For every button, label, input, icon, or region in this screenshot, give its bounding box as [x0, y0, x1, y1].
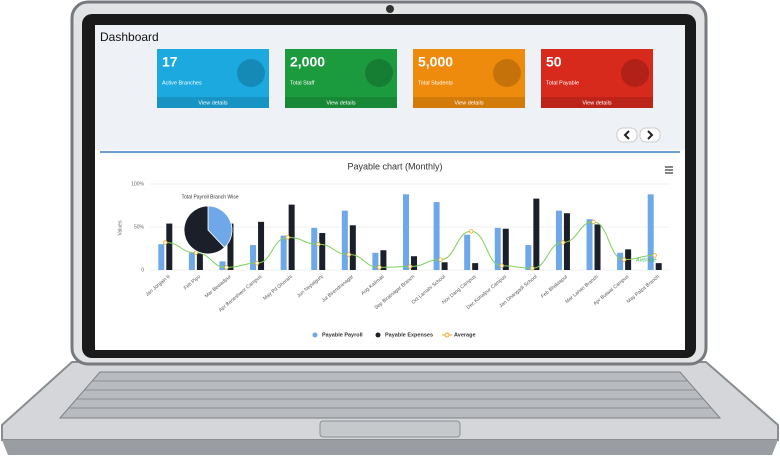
prev-icon	[623, 130, 630, 140]
card-value: 17	[162, 54, 178, 70]
line-marker	[560, 240, 566, 245]
line-marker	[591, 219, 596, 225]
card[interactable]	[413, 49, 525, 108]
legend-label: Payable Expenses	[385, 332, 433, 338]
card-link[interactable]: View details	[326, 100, 355, 106]
bar	[433, 202, 440, 270]
card-footer	[413, 97, 525, 108]
legend-marker	[444, 332, 450, 338]
bar	[494, 227, 501, 270]
bar	[617, 252, 624, 270]
card-value: 50	[546, 54, 562, 70]
next-button[interactable]	[639, 127, 661, 143]
bar	[594, 224, 601, 270]
bar	[219, 261, 226, 270]
card-footer	[285, 97, 397, 108]
bar	[227, 223, 234, 270]
card-label: Active Branches	[162, 80, 202, 86]
bar	[586, 219, 593, 270]
card[interactable]	[157, 49, 269, 108]
laptop-edge	[2, 440, 778, 455]
legend-label: Average	[454, 332, 476, 338]
bar	[372, 252, 379, 270]
key-rows	[69, 380, 711, 409]
keyboard	[58, 371, 722, 419]
card-footer	[157, 97, 269, 108]
y-tick-label: 0	[141, 267, 144, 273]
bar	[525, 245, 532, 270]
bar	[403, 194, 409, 270]
bar	[258, 221, 265, 270]
card-footer	[541, 97, 653, 108]
legend-label: Payable Payroll	[322, 332, 363, 338]
card-icon	[237, 59, 265, 87]
next-icon	[647, 130, 654, 140]
bar	[655, 263, 662, 270]
bar	[647, 194, 654, 270]
line-marker	[346, 252, 352, 257]
line-marker	[254, 260, 260, 266]
y-axis-title: Values	[117, 220, 123, 235]
dashboard-title: Dashboard	[100, 30, 159, 44]
bar	[380, 250, 387, 270]
card-icon	[365, 59, 393, 87]
card-link[interactable]: View details	[198, 100, 227, 106]
pie-slice	[183, 205, 225, 255]
y-tick-label: 100%	[131, 181, 144, 187]
bar	[349, 225, 356, 270]
card[interactable]	[541, 49, 653, 108]
line-marker	[468, 229, 474, 234]
pie-slice	[207, 205, 233, 249]
line-marker	[316, 241, 321, 247]
line-marker	[438, 257, 443, 262]
bar	[533, 198, 540, 270]
chart-title: Payable chart (Monthly)	[347, 161, 442, 171]
line-marker	[530, 266, 535, 271]
line-marker	[499, 263, 504, 268]
card-label: Total Students	[418, 80, 453, 86]
card-label: Total Payable	[546, 80, 579, 86]
bar	[555, 210, 562, 270]
line-marker	[407, 264, 413, 269]
line-marker	[224, 265, 229, 270]
bar	[341, 210, 348, 270]
card-label: Total Staff	[290, 80, 315, 86]
bar	[502, 228, 509, 270]
legend-marker	[375, 332, 381, 338]
y-tick-label: 50%	[134, 224, 145, 230]
bar	[464, 234, 471, 270]
bar	[319, 233, 326, 270]
bar	[166, 223, 173, 270]
cards: 17 Active Branches View details 2,000 Total …	[157, 49, 653, 108]
line-marker	[163, 240, 168, 245]
card-link[interactable]: View details	[454, 100, 483, 106]
menu-icon[interactable]	[665, 166, 673, 174]
card-icon	[621, 59, 649, 87]
bar	[250, 245, 257, 270]
bar	[311, 227, 318, 270]
prev-button[interactable]	[616, 127, 638, 143]
card[interactable]	[285, 49, 397, 108]
bar	[472, 263, 479, 270]
line-marker	[285, 235, 290, 240]
card-value: 5,000	[418, 54, 453, 70]
bar	[411, 256, 417, 270]
camera	[386, 5, 394, 13]
legend-marker	[312, 332, 318, 338]
bar	[196, 252, 203, 270]
bar	[441, 262, 448, 270]
card-value: 2,000	[290, 54, 325, 70]
bar	[158, 244, 165, 270]
touchpad	[319, 420, 461, 438]
card-icon	[493, 59, 521, 87]
bar	[188, 252, 195, 270]
annotation: Average	[635, 257, 656, 263]
line-marker	[652, 253, 657, 258]
line-marker	[377, 265, 382, 270]
bar	[280, 235, 287, 270]
card-link[interactable]: View details	[582, 100, 611, 106]
line-marker	[621, 257, 627, 262]
inset-title: Total Payroll Branch Wise	[182, 194, 239, 200]
